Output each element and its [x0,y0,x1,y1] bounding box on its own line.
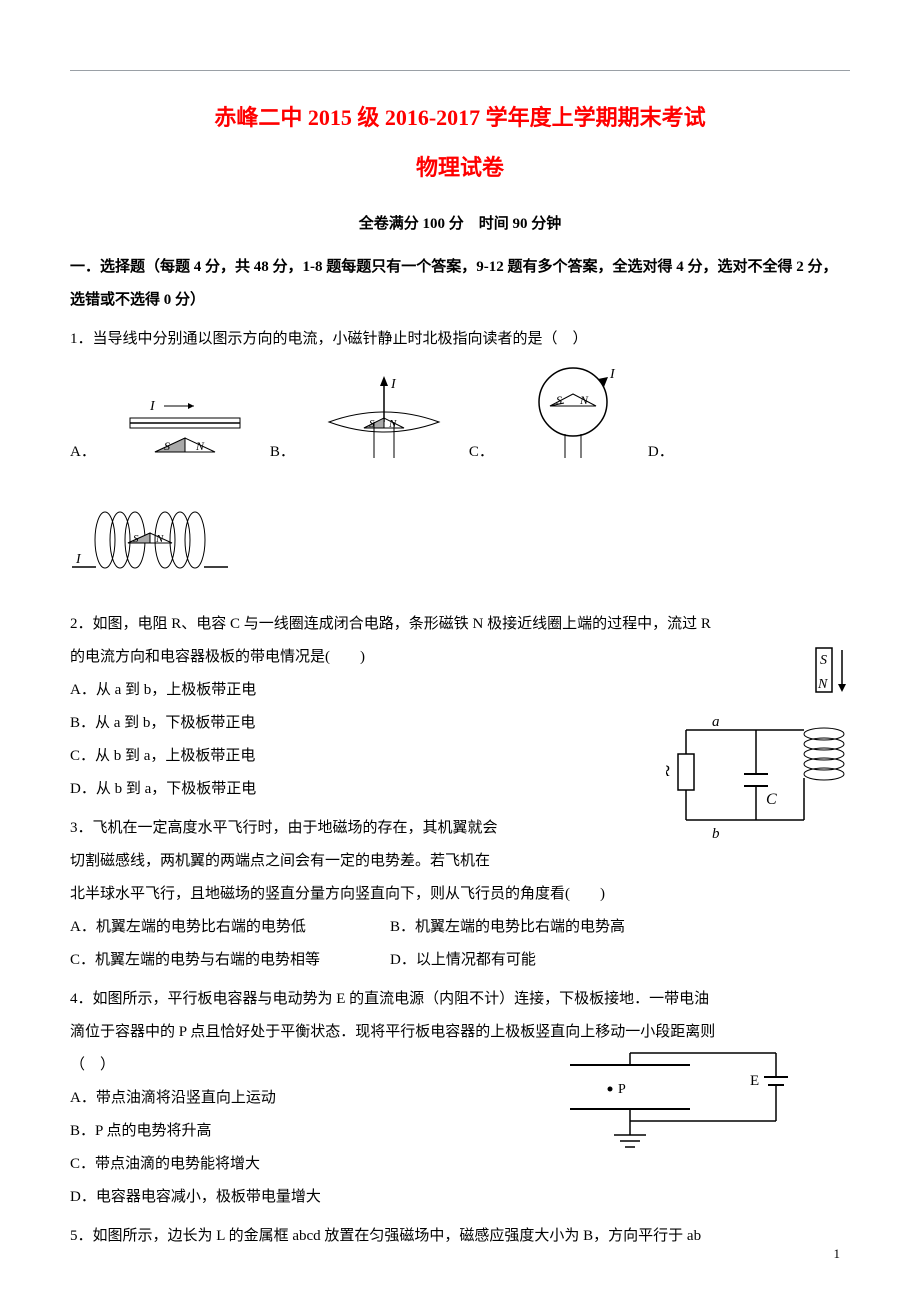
title-line1: 赤峰二中 2015 级 2016-2017 学年度上学期期末考试 [70,100,850,132]
q1-label-c: C． [469,436,494,475]
q1c-n: N [579,393,589,407]
question-5: 5．如图所示，边长为 L 的金属框 abcd 放置在匀强磁场中，磁感应强度大小为… [70,1220,850,1253]
q4-figure: P E [550,1045,810,1168]
q1a-i: I [149,399,156,414]
q1c-s: S [556,393,562,407]
q5-stem: 5．如图所示，边长为 L 的金属框 abcd 放置在匀强磁场中，磁感应强度大小为… [70,1220,850,1253]
q1d-s: S [133,533,139,545]
q3-opt-a: A．机翼左端的电势比右端的电势低 [70,911,390,944]
q2-S: S [820,653,827,668]
q1-fig-a: I S N [120,392,250,475]
q2-C: C [766,791,777,808]
q3-opt-d: D．以上情况都有可能 [390,944,536,977]
q1-choices: A． I S N B． I S [70,362,850,598]
q1d-i: I [75,552,82,567]
question-2: 2．如图，电阻 R、电容 C 与一线圈连成闭合电路，条形磁铁 N 极接近线圈上端… [70,608,850,806]
q3-opt-c: C．机翼左端的电势与右端的电势相等 [70,944,390,977]
top-rule [70,70,850,71]
q1-stem: 1．当导线中分别通以图示方向的电流，小磁针静止时北极指向读者的是（ ） [70,323,850,356]
q2-a: a [712,714,720,730]
q2-b: b [712,826,720,842]
question-1: 1．当导线中分别通以图示方向的电流，小磁针静止时北极指向读者的是（ ） A． I… [70,323,850,598]
q2-figure: S N a R C b [666,644,856,857]
q1a-s: S [164,439,170,453]
q3-opt-b: B．机翼左端的电势比右端的电势高 [390,911,625,944]
q3-options: A．机翼左端的电势比右端的电势低 B．机翼左端的电势比右端的电势高 C．机翼左端… [70,911,850,977]
q2-R: R [666,763,670,780]
page-number: 1 [834,1246,841,1262]
q3-stem3: 北半球水平飞行，且地磁场的竖直分量方向竖直向下，则从飞行员的角度看( ) [70,878,850,911]
q1-label-a: A． [70,436,96,475]
q1d-n: N [155,533,164,545]
q1b-n: N [388,418,397,430]
title-line2: 物理试卷 [70,150,850,182]
q1-fig-b: I S N [319,372,449,475]
section-1-heading: 一．选择题（每题 4 分，共 48 分，1-8 题每题只有一个答案，9-12 题… [70,251,850,317]
q4-stem1: 4．如图所示，平行板电容器与电动势为 E 的直流电源（内阻不计）连接，下极板接地… [70,983,850,1016]
q4-P: P [618,1082,626,1097]
q1c-i: I [609,367,616,382]
exam-subhead: 全卷满分 100 分 时间 90 分钟 [70,212,850,233]
q2-stem1: 2．如图，电阻 R、电容 C 与一线圈连成闭合电路，条形磁铁 N 极接近线圈上端… [70,608,850,641]
q1-fig-c: I S N [518,362,628,475]
q4-opt-d: D．电容器电容减小，极板带电量增大 [70,1181,850,1214]
q1b-i: I [390,377,397,392]
q2-N: N [817,677,828,692]
q1-fig-d: I S N [70,495,230,598]
q1-label-d: D． [648,436,674,475]
q4-E: E [750,1073,759,1089]
q1a-n: N [195,439,205,453]
q1-label-b: B． [270,436,295,475]
question-4: 4．如图所示，平行板电容器与电动势为 E 的直流电源（内阻不计）连接，下极板接地… [70,983,850,1214]
